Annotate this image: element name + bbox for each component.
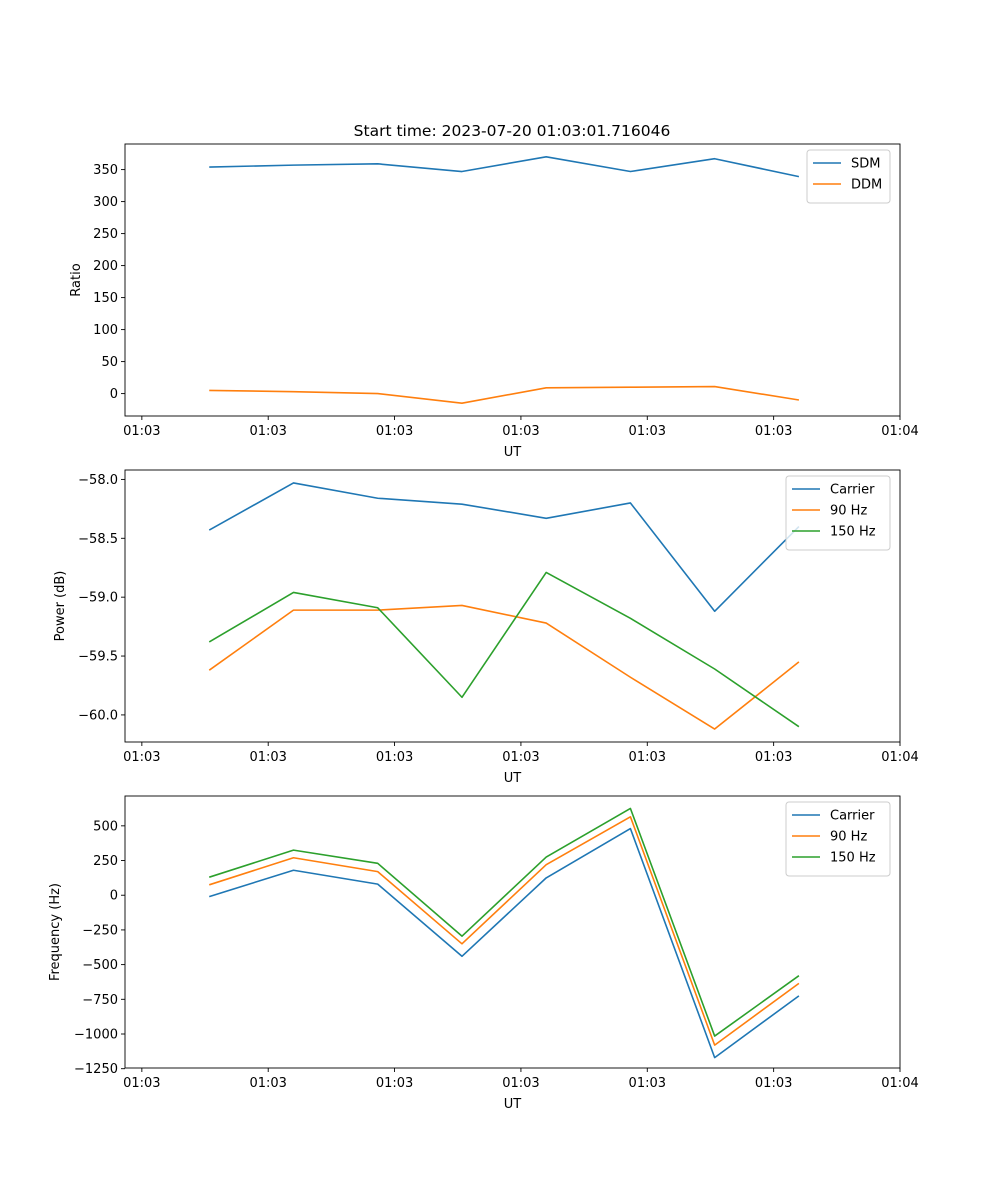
x-axis-label: UT <box>504 1097 522 1112</box>
x-tick-label: 01:04 <box>881 750 918 765</box>
legend-label: DDM <box>851 178 882 193</box>
y-tick-label: 350 <box>93 163 118 178</box>
y-tick-label: 300 <box>93 195 118 210</box>
legend-label: 90 Hz <box>830 504 867 519</box>
frequency-plot: 01:03 01:03 01:03 01:03 01:03 01:03 01:04 −1250… <box>48 795 919 1112</box>
y-tick-label: 250 <box>93 854 118 869</box>
x-tick-label: 01:03 <box>502 750 539 765</box>
series-line-90-hz <box>208 604 800 730</box>
axes-frame <box>124 795 901 1069</box>
y-tick-label: 100 <box>93 323 118 338</box>
legend-label: Carrier <box>830 809 875 824</box>
x-tick-label: 01:04 <box>881 424 918 439</box>
x-tick-label: 01:03 <box>502 1076 539 1091</box>
power-plot: 01:03 01:03 01:03 01:03 01:03 01:03 01:04 −60.0… <box>53 469 919 786</box>
axes-frame <box>124 143 901 417</box>
x-axis-label: UT <box>504 771 522 786</box>
x-tick-label: 01:03 <box>502 424 539 439</box>
x-tick-label: 01:03 <box>123 1076 160 1091</box>
x-tick-label: 01:03 <box>249 424 286 439</box>
y-tick-label: 500 <box>93 819 118 834</box>
y-axis-label: Ratio <box>69 263 84 296</box>
x-tick-label: 01:03 <box>376 1076 413 1091</box>
x-tick-label: 01:03 <box>629 424 666 439</box>
y-tick-label: −58.5 <box>78 532 118 547</box>
x-tick-label: 01:04 <box>881 1076 918 1091</box>
legend-label: 90 Hz <box>830 830 867 845</box>
series-line-90-hz <box>208 816 800 1046</box>
x-tick-label: 01:03 <box>629 750 666 765</box>
y-tick-label: 250 <box>93 227 118 242</box>
x-tick-label: 01:03 <box>249 1076 286 1091</box>
y-axis-label: Frequency (Hz) <box>48 883 63 981</box>
x-tick-label: 01:03 <box>376 750 413 765</box>
x-tick-label: 01:03 <box>123 750 160 765</box>
y-tick-label: −59.5 <box>78 650 118 665</box>
legend-label: 150 Hz <box>830 525 876 540</box>
y-tick-label: −500 <box>82 958 118 973</box>
y-tick-label: 200 <box>93 259 118 274</box>
series-line-carrier <box>208 482 800 613</box>
series-line-ddm <box>209 385 800 405</box>
series-line-sdm <box>209 156 800 178</box>
x-tick-label: 01:03 <box>123 424 160 439</box>
y-tick-label: −1000 <box>74 1028 118 1043</box>
y-tick-label: 0 <box>110 889 118 904</box>
y-tick-label: −250 <box>82 923 118 938</box>
ratio-plot: 01:03 01:03 01:03 01:03 01:03 01:03 01:04 0 50 10… <box>69 143 919 460</box>
x-axis-label: UT <box>504 445 522 460</box>
legend-label: 150 Hz <box>830 851 876 866</box>
series-line-carrier <box>209 827 800 1059</box>
x-tick-label: 01:03 <box>755 750 792 765</box>
x-tick-label: 01:03 <box>755 1076 792 1091</box>
legend-label: Carrier <box>830 483 875 498</box>
series-line-150-hz <box>208 807 800 1037</box>
y-tick-label: 0 <box>110 387 118 402</box>
x-tick-label: 01:03 <box>755 424 792 439</box>
y-tick-label: 150 <box>93 291 118 306</box>
x-tick-label: 01:03 <box>249 750 286 765</box>
x-tick-label: 01:03 <box>629 1076 666 1091</box>
y-tick-label: −59.0 <box>78 591 118 606</box>
chart-title: Start time: 2023-07-20 01:03:01.716046 <box>354 122 671 140</box>
y-axis-label: Power (dB) <box>53 571 68 642</box>
x-tick-label: 01:03 <box>376 424 413 439</box>
y-tick-label: −58.0 <box>78 473 118 488</box>
y-tick-label: −1250 <box>74 1062 118 1077</box>
series-line-150-hz <box>208 571 800 728</box>
y-tick-label: −750 <box>82 993 118 1008</box>
legend-label: SDM <box>851 157 880 172</box>
y-tick-label: 50 <box>101 355 118 370</box>
y-tick-label: −60.0 <box>78 708 118 723</box>
axes-frame <box>124 469 901 743</box>
